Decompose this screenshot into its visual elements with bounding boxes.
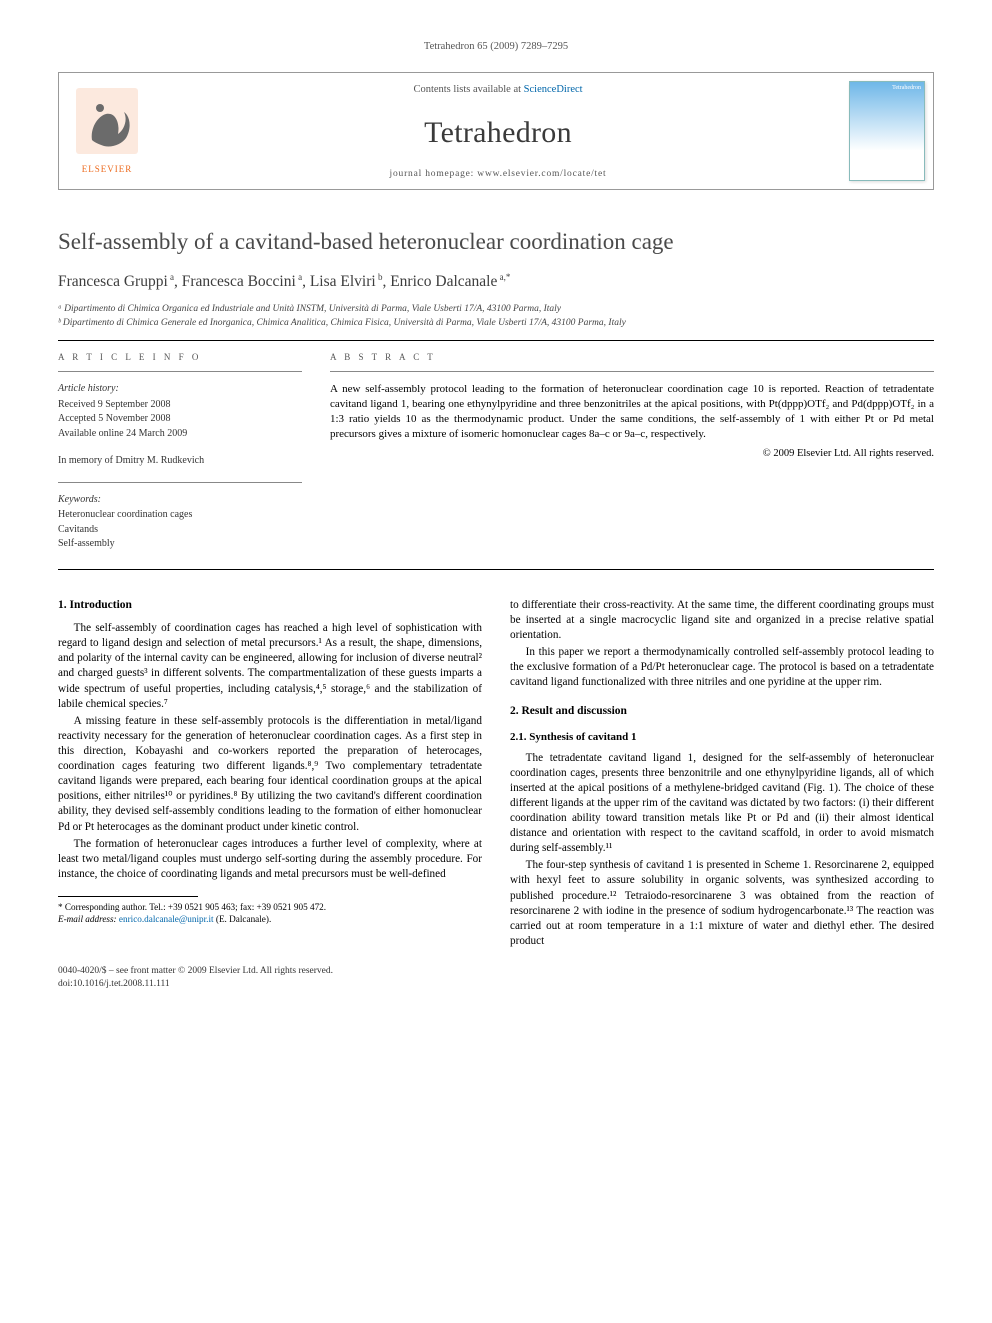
author-2-affil: a [296,272,302,282]
abstract-text: A new self-assembly protocol leading to … [330,382,934,441]
email-line: E-mail address: enrico.dalcanale@unipr.i… [58,913,482,925]
history-accepted: Accepted 5 November 2008 [58,412,302,426]
author-4: Enrico Dalcanale [390,273,497,290]
author-3-affil: b [376,272,383,282]
contents-prefix: Contents lists available at [413,84,523,95]
footer-doi: doi:10.1016/j.tet.2008.11.111 [58,978,934,991]
s1-para-2: A missing feature in these self-assembly… [58,714,482,835]
contents-available-line: Contents lists available at ScienceDirec… [413,83,582,97]
s21-para-2: The four-step synthesis of cavitand 1 is… [510,858,934,949]
article-history: Article history: Received 9 September 20… [58,382,302,440]
footer-front-matter: 0040-4020/$ – see front matter © 2009 El… [58,965,934,978]
section-2-heading: 2. Result and discussion [510,704,934,720]
homepage-prefix: journal homepage: [390,169,478,179]
abs-rule [330,371,934,372]
corresponding-author-note: * Corresponding author. Tel.: +39 0521 9… [58,901,482,913]
cover-label: Tetrahedron [892,84,921,92]
info-rule-1 [58,371,302,372]
body-two-column: 1. Introduction The self-assembly of coo… [58,598,934,949]
abstract-column: A B S T R A C T A new self-assembly prot… [330,351,934,565]
abstract-copyright: © 2009 Elsevier Ltd. All rights reserved… [330,447,934,461]
footnote-block: * Corresponding author. Tel.: +39 0521 9… [58,896,482,926]
keywords-head: Keywords: [58,493,302,507]
author-list: Francesca Gruppi a, Francesca Boccini a,… [58,271,934,293]
journal-homepage-line: journal homepage: www.elsevier.com/locat… [390,168,607,181]
publisher-logo: ELSEVIER [59,73,155,189]
corresponding-email-link[interactable]: enrico.dalcanale@unipr.it [119,914,214,924]
info-rule-2 [58,482,302,483]
author-4-affil: a, [497,272,506,282]
homepage-url: www.elsevier.com/locate/tet [477,169,606,179]
affiliations: ᵃ Dipartimento di Chimica Organica ed In… [58,303,934,330]
keyword-1: Heteronuclear coordination cages [58,508,302,522]
affiliation-b: ᵇ Dipartimento di Chimica Generale ed In… [58,317,934,330]
journal-cover-thumbnail: Tetrahedron [849,81,925,181]
s1-para-5: In this paper we report a thermodynamica… [510,645,934,690]
divider-bottom [58,569,934,570]
author-2: Francesca Boccini [182,273,296,290]
s21-para-1: The tetradentate cavitand ligand 1, desi… [510,751,934,857]
author-4-corr: * [506,272,511,282]
section-2-1-heading: 2.1. Synthesis of cavitand 1 [510,730,934,745]
email-paren: (E. Dalcanale). [214,914,272,924]
affiliation-a: ᵃ Dipartimento di Chimica Organica ed In… [58,303,934,316]
author-1-affil: a [168,272,174,282]
dedication: In memory of Dmitry M. Rudkevich [58,454,302,468]
email-label: E-mail address: [58,914,117,924]
author-3: Lisa Elviri [310,273,376,290]
history-head: Article history: [58,382,302,396]
sciencedirect-link[interactable]: ScienceDirect [524,84,583,95]
divider-top [58,340,934,341]
running-head: Tetrahedron 65 (2009) 7289–7295 [58,40,934,54]
article-info-label: A R T I C L E I N F O [58,351,302,363]
keyword-3: Self-assembly [58,537,302,551]
page-footer: 0040-4020/$ – see front matter © 2009 El… [58,965,934,991]
article-title: Self-assembly of a cavitand-based hetero… [58,226,934,257]
section-1-heading: 1. Introduction [58,598,482,614]
s1-para-3: The formation of heteronuclear cages int… [58,837,482,882]
author-1: Francesca Gruppi [58,273,168,290]
s1-para-4: to differentiate their cross-reactivity.… [510,598,934,643]
abstract-label: A B S T R A C T [330,351,934,363]
history-online: Available online 24 March 2009 [58,427,302,441]
article-info-column: A R T I C L E I N F O Article history: R… [58,351,302,565]
keyword-2: Cavitands [58,523,302,537]
footnote-rule [58,896,198,897]
publisher-name-text: ELSEVIER [82,164,133,174]
history-received: Received 9 September 2008 [58,398,302,412]
s1-para-1: The self-assembly of coordination cages … [58,621,482,712]
journal-name: Tetrahedron [424,113,572,154]
keywords-block: Keywords: Heteronuclear coordination cag… [58,493,302,551]
journal-masthead: ELSEVIER Contents lists available at Sci… [58,72,934,190]
